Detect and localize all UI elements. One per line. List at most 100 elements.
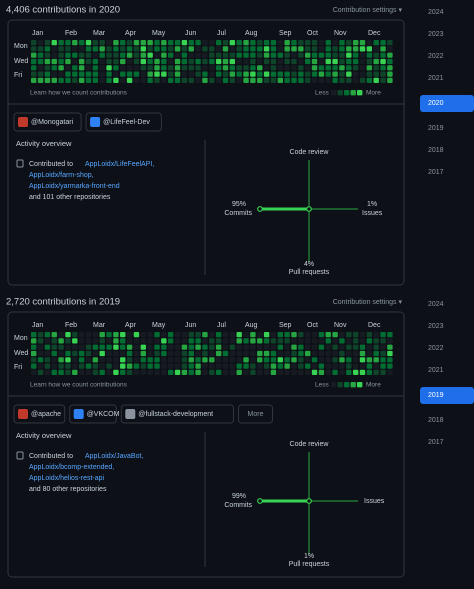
day-cell <box>257 77 263 83</box>
day-cell <box>188 369 194 375</box>
day-cell <box>85 363 92 369</box>
day-cell <box>270 350 277 357</box>
day-cell <box>202 357 208 363</box>
year-link[interactable]: 2023 <box>428 31 444 38</box>
year-link[interactable]: 2021 <box>428 75 444 82</box>
year-selected[interactable] <box>420 387 474 404</box>
year-link[interactable]: 2018 <box>428 417 444 424</box>
day-cell <box>215 363 222 369</box>
day-cell <box>31 357 37 363</box>
day-cell <box>291 46 297 52</box>
day-cell <box>106 65 112 71</box>
day-cell <box>250 46 256 52</box>
day-cell <box>209 65 215 71</box>
day-cell <box>291 357 297 363</box>
day-cell <box>257 363 263 369</box>
day-cell <box>154 350 160 357</box>
day-cell <box>161 40 167 46</box>
year-link[interactable]: 2022 <box>428 53 444 60</box>
org-icon <box>90 117 101 127</box>
more-badge[interactable] <box>238 404 273 424</box>
day-cell <box>31 344 37 350</box>
day-cell <box>222 58 229 65</box>
day-cell <box>85 46 92 52</box>
day-cell <box>366 77 373 83</box>
day-cell <box>250 350 256 357</box>
repo-link[interactable]: AppLoidx/helios-rest-api <box>29 475 105 482</box>
day-cell <box>133 332 140 338</box>
year-link[interactable]: 2019 <box>428 392 444 399</box>
day-cell <box>188 363 194 369</box>
month-label: Jul <box>217 30 226 37</box>
day-cell <box>126 40 133 46</box>
year-link[interactable]: 2024 <box>428 301 444 308</box>
day-cell <box>257 344 263 350</box>
day-cell <box>140 357 146 363</box>
settings-button[interactable]: Contribution settings ▾ <box>333 7 403 14</box>
day-cell <box>243 363 249 369</box>
year-link[interactable]: 2021 <box>428 367 444 374</box>
day-cell <box>168 363 174 369</box>
repo-link[interactable]: AppLoidx/LifeFeelAPI, <box>85 161 154 168</box>
day-cell <box>270 65 277 71</box>
day-cell <box>106 40 112 46</box>
learn-link[interactable]: Learn how we count contributions <box>30 90 128 97</box>
day-cell <box>318 344 325 350</box>
repo-link[interactable]: AppLoidx/JavaBot, <box>85 453 143 460</box>
day-cell <box>113 46 119 52</box>
year-link[interactable]: 2019 <box>428 125 444 132</box>
learn-link[interactable]: Learn how we count contributions <box>30 382 128 389</box>
day-cell <box>188 40 194 46</box>
axis-dot <box>306 498 312 504</box>
day-cell <box>106 338 112 344</box>
day-cell <box>229 77 236 83</box>
day-cell <box>37 357 44 363</box>
day-cell <box>332 357 338 363</box>
day-cell <box>311 65 318 71</box>
day-cell <box>257 332 263 338</box>
day-cell <box>346 350 352 357</box>
year-link[interactable]: 2024 <box>428 9 444 16</box>
day-cell <box>318 77 325 83</box>
year-link[interactable]: 2022 <box>428 345 444 352</box>
more-button[interactable]: More <box>248 411 264 418</box>
day-cell <box>305 357 311 363</box>
day-cell <box>133 357 140 363</box>
repo-link[interactable]: AppLoidx/bcomp-extended, <box>29 464 114 471</box>
pull-requests-label: Pull requests <box>289 269 330 276</box>
org-badge[interactable] <box>120 404 234 424</box>
day-cell <box>140 46 146 52</box>
year-link[interactable]: 2023 <box>428 323 444 330</box>
day-cell <box>126 58 133 65</box>
year-link[interactable]: 2017 <box>428 169 444 176</box>
day-cell <box>195 58 201 65</box>
day-cell <box>339 65 345 71</box>
year-link[interactable]: 2018 <box>428 147 444 154</box>
day-cell <box>325 52 331 58</box>
day-cell <box>229 52 236 58</box>
day-cell <box>243 71 249 77</box>
org-badge[interactable] <box>13 112 82 132</box>
year-link[interactable]: 2020 <box>428 100 444 107</box>
year-link[interactable]: 2017 <box>428 439 444 446</box>
settings-button[interactable]: Contribution settings ▾ <box>333 299 403 306</box>
day-cell <box>277 369 283 375</box>
day-cell <box>359 332 366 338</box>
day-cell <box>188 77 194 83</box>
day-cell <box>339 71 345 77</box>
day-cell <box>318 52 325 58</box>
repo-link[interactable]: AppLoidx/yarmarka-front-end <box>29 183 120 190</box>
day-cell <box>78 65 85 71</box>
repo-link[interactable]: AppLoidx/farm-shop, <box>29 172 94 179</box>
day-cell <box>270 357 277 363</box>
day-cell <box>113 338 119 344</box>
day-cell <box>270 332 277 338</box>
org-badge[interactable] <box>85 112 162 132</box>
year-selected[interactable] <box>420 95 474 112</box>
day-cell <box>366 52 373 58</box>
day-cell <box>229 65 236 71</box>
day-cell <box>270 77 277 83</box>
day-cell <box>147 357 153 363</box>
day-cell <box>174 338 181 344</box>
day-cell <box>346 46 352 52</box>
